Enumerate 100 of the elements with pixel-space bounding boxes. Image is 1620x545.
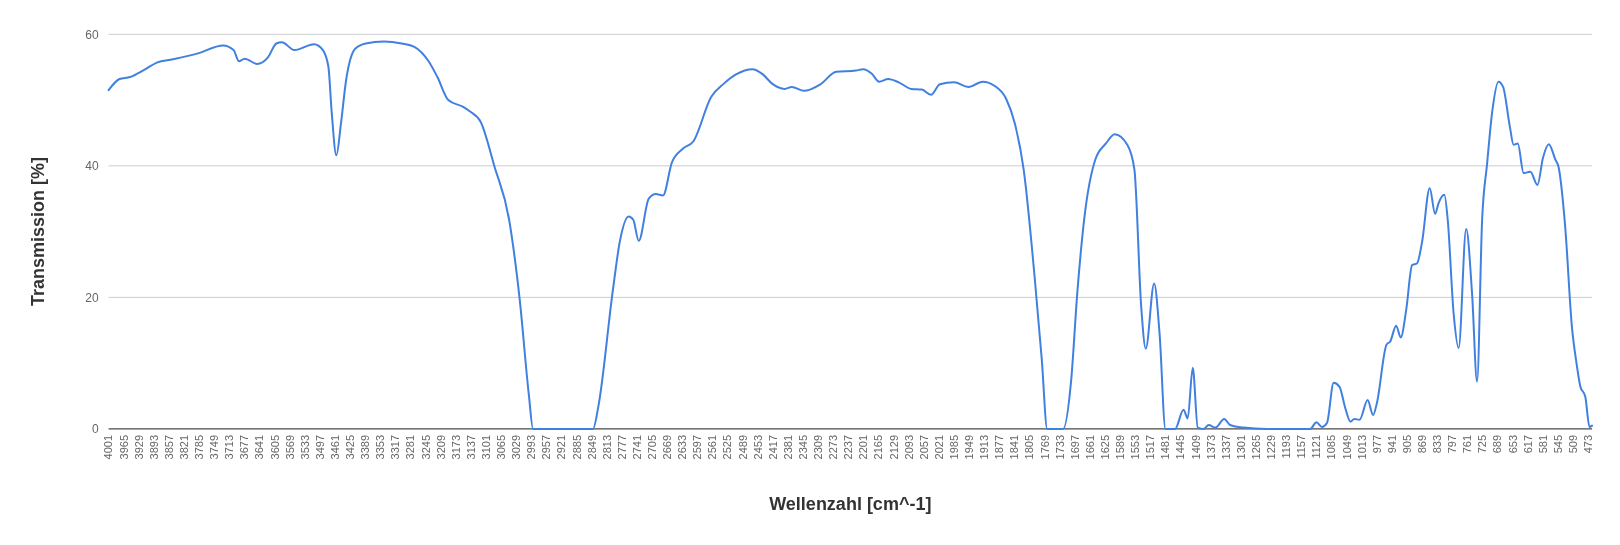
line-series xyxy=(107,40,1593,430)
x-tick-label: 3173 xyxy=(449,434,462,460)
x-tick-label: 2021 xyxy=(932,434,945,460)
x-tick-label: 1769 xyxy=(1038,434,1051,460)
x-tick-label: 3749 xyxy=(208,434,221,460)
x-tick-label: 3461 xyxy=(328,434,341,460)
x-tick-label: 2345 xyxy=(796,434,809,460)
x-tick-label: 3317 xyxy=(389,434,402,460)
x-tick-label: 1553 xyxy=(1129,434,1142,460)
x-tick-label: 3965 xyxy=(117,434,130,460)
y-tick-label: 20 xyxy=(85,290,99,305)
x-axis-title: Wellenzahl [cm^-1] xyxy=(769,494,932,514)
x-tick-label: 2921 xyxy=(555,434,568,460)
x-tick-label: 1445 xyxy=(1174,434,1187,460)
x-tick-label: 2453 xyxy=(751,434,764,460)
x-tick-label: 1373 xyxy=(1204,434,1217,460)
x-tick-label: 1985 xyxy=(947,434,960,460)
x-tick-label: 2093 xyxy=(902,434,915,460)
x-tick-label: 1913 xyxy=(978,434,991,460)
x-tick-label: 1733 xyxy=(1053,434,1066,460)
x-tick-label: 2309 xyxy=(812,434,825,460)
x-tick-label: 3641 xyxy=(253,434,266,460)
x-tick-label: 1877 xyxy=(993,434,1006,460)
x-tick-label: 725 xyxy=(1476,434,1489,454)
x-tick-label: 2417 xyxy=(766,434,779,460)
x-tick-label: 2633 xyxy=(676,434,689,460)
x-tick-label: 905 xyxy=(1400,434,1413,454)
x-tick-label: 617 xyxy=(1521,434,1534,454)
x-tick-label: 3281 xyxy=(404,434,417,460)
x-tick-label: 3497 xyxy=(313,434,326,460)
x-tick-label: 1049 xyxy=(1340,434,1353,460)
x-tick-label: 2741 xyxy=(630,434,643,460)
x-tick-label: 2993 xyxy=(525,434,538,460)
x-tick-label: 1517 xyxy=(1144,434,1157,460)
x-tick-label: 3065 xyxy=(495,434,507,460)
x-tick-label: 3821 xyxy=(177,434,190,460)
x-tick-label: 1949 xyxy=(963,434,976,460)
x-tick-label: 3137 xyxy=(464,434,477,460)
x-tick-label: 1085 xyxy=(1325,434,1338,460)
x-tick-label: 3389 xyxy=(359,434,372,460)
x-tick-label: 473 xyxy=(1582,434,1595,454)
x-tick-label: 797 xyxy=(1446,434,1459,454)
x-tick-label: 2129 xyxy=(887,434,900,460)
x-tick-label: 2597 xyxy=(691,434,704,460)
x-tick-label: 977 xyxy=(1370,434,1383,454)
x-tick-label: 2705 xyxy=(645,434,658,460)
x-tick-label: 3785 xyxy=(193,434,206,460)
y-tick-label: 60 xyxy=(85,27,99,42)
x-tick-label: 653 xyxy=(1506,434,1519,454)
y-tick-label: 0 xyxy=(91,422,99,437)
x-tick-label: 2813 xyxy=(600,434,613,460)
x-tick-label: 1229 xyxy=(1265,434,1278,460)
x-tick-label: 2957 xyxy=(540,434,553,460)
x-tick-label: 1013 xyxy=(1355,434,1368,460)
x-tick-label: 2057 xyxy=(917,434,930,460)
x-tick-label: 3245 xyxy=(419,434,432,460)
x-tick-label: 2669 xyxy=(661,434,674,460)
x-tick-label: 3425 xyxy=(344,434,357,460)
x-tick-label: 1157 xyxy=(1295,434,1308,459)
x-tick-label: 941 xyxy=(1385,434,1398,454)
x-tick-label: 2561 xyxy=(706,434,719,460)
x-tick-label: 2489 xyxy=(736,434,749,460)
x-tick-label: 2165 xyxy=(872,434,885,460)
x-tick-label: 3893 xyxy=(147,434,160,460)
y-tick-label: 40 xyxy=(85,159,99,174)
x-tick-label: 2381 xyxy=(781,434,794,460)
x-tick-label: 689 xyxy=(1491,434,1504,454)
x-tick-label: 761 xyxy=(1461,434,1474,454)
x-tick-label: 2885 xyxy=(570,434,583,460)
x-tick-label: 1661 xyxy=(1083,434,1096,460)
x-tick-label: 3353 xyxy=(374,434,387,460)
x-tick-label: 2849 xyxy=(585,434,598,460)
x-tick-label: 3533 xyxy=(298,434,311,460)
x-tick-label: 3029 xyxy=(510,434,523,460)
x-tick-label: 3929 xyxy=(132,434,145,460)
x-tick-label: 1337 xyxy=(1219,434,1232,460)
x-tick-label: 1265 xyxy=(1249,434,1262,460)
x-tick-label: 2237 xyxy=(842,434,855,460)
x-tick-label: 3677 xyxy=(238,434,251,460)
x-tick-label: 1589 xyxy=(1114,434,1127,460)
x-tick-label: 2525 xyxy=(721,434,734,460)
x-tick-label: 1841 xyxy=(1008,434,1021,460)
x-tick-label: 1193 xyxy=(1280,434,1293,459)
x-tick-label: 2201 xyxy=(857,434,870,460)
x-tick-label: 545 xyxy=(1551,434,1564,454)
x-tick-label: 1481 xyxy=(1159,434,1172,460)
x-tick-label: 2273 xyxy=(827,434,840,460)
y-axis-title: Transmission [%] xyxy=(28,157,48,307)
x-tick-label: 2777 xyxy=(615,434,628,460)
x-tick-label: 3209 xyxy=(434,434,447,460)
x-tick-label: 3857 xyxy=(162,434,175,460)
x-tick-label: 869 xyxy=(1415,434,1428,454)
x-tick-label: 509 xyxy=(1566,434,1579,454)
x-tick-label: 3569 xyxy=(283,434,296,460)
x-tick-label: 1625 xyxy=(1098,434,1111,460)
x-tick-label: 4001 xyxy=(102,434,115,460)
x-tick-label: 1121 xyxy=(1310,434,1323,459)
x-tick-label: 1805 xyxy=(1023,434,1036,460)
x-tick-label: 3713 xyxy=(223,434,236,460)
x-tick-label: 1409 xyxy=(1189,434,1202,460)
